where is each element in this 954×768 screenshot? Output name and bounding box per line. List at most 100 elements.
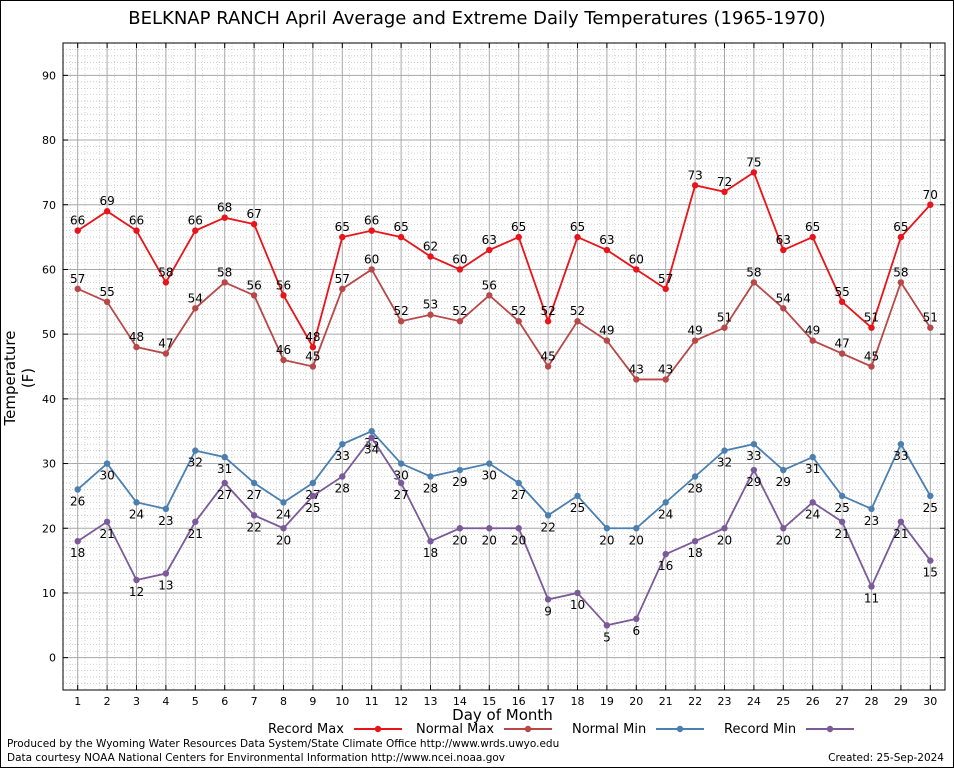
data-label: 24 [129,507,144,521]
data-point [221,453,228,461]
data-label: 25 [834,501,849,515]
data-label: 60 [452,252,467,266]
data-point [456,466,464,474]
data-label: 62 [423,240,438,254]
data-point [368,227,375,234]
data-point [162,350,170,357]
data-label: 51 [717,311,732,325]
x-tick-label: 29 [894,695,908,708]
data-point [368,428,375,435]
data-label: 18 [423,546,438,560]
data-point [339,233,346,241]
data-label: 16 [658,559,673,573]
data-label: 45 [864,350,879,364]
data-point [662,376,669,383]
data-label: 33 [335,449,350,463]
data-point [515,479,522,487]
x-tick-label: 20 [629,695,643,708]
legend-label-normal-min: Normal Min [572,721,647,737]
footer-created: Created: 25-Sep-2024 [828,752,944,764]
data-label: 65 [570,220,585,234]
data-label: 52 [393,304,408,318]
data-label: 49 [687,324,702,338]
x-tick-label: 30 [923,695,937,708]
data-label: 15 [923,566,938,580]
data-point [192,305,199,312]
data-point [662,285,669,293]
x-tick-label: 2 [104,695,111,708]
x-tick-label: 22 [688,695,702,708]
data-point [897,233,905,241]
data-label: 21 [834,527,849,541]
data-label: 29 [746,475,761,489]
data-label: 58 [158,265,173,279]
data-point [309,343,317,351]
data-point [721,324,728,331]
data-label: 48 [305,330,320,344]
x-tick-label: 9 [309,695,316,708]
data-label: 57 [335,272,350,286]
data-label: 46 [276,343,291,357]
data-point [927,557,934,564]
data-label: 60 [364,252,379,266]
data-label: 72 [717,175,732,189]
data-label: 65 [335,220,350,234]
legend-label-normal-max: Normal Max [416,721,495,737]
legend-label-record-min: Record Min [724,721,797,737]
data-label: 33 [746,449,761,463]
data-point [780,525,787,532]
data-point [456,525,464,532]
data-point [838,518,846,525]
data-point [662,499,669,506]
series-record-max: 66 69 66 58 66 68 67 56 48 65 66 65 62 60 63 65 52 65 63 60… [70,155,938,351]
data-label: 31 [217,462,232,476]
data-label: 65 [805,220,820,234]
data-point [309,479,317,487]
data-label: 66 [129,214,144,228]
data-point [838,298,846,305]
x-tick-label: 4 [162,695,169,708]
data-label: 27 [217,488,232,502]
data-label: 56 [246,278,261,292]
data-point [897,518,905,525]
data-point [103,298,111,305]
y-tick-label: 30 [42,458,56,471]
data-label: 52 [452,304,467,318]
data-point [486,460,493,467]
data-label: 49 [805,324,820,338]
data-label: 60 [629,252,644,266]
x-tick-label: 11 [365,695,379,708]
data-label: 43 [629,362,644,376]
x-tick-label: 5 [192,695,199,708]
y-tick-label: 40 [42,393,56,406]
data-point [868,324,875,331]
data-point [339,285,346,293]
data-point [927,201,934,208]
legend-swatch-record-min [806,725,855,733]
data-label: 20 [511,533,526,547]
data-point [633,525,640,532]
y-tick-label: 20 [42,522,56,535]
data-label: 24 [276,507,291,521]
data-label: 32 [188,456,203,470]
data-point [691,182,699,189]
data-point [397,460,405,467]
data-point [603,337,611,344]
legend-swatch-normal-min [656,725,705,733]
data-label: 48 [129,330,144,344]
data-label: 18 [70,546,85,560]
x-tick-label: 6 [221,695,228,708]
data-label: 54 [776,291,791,305]
data-point [838,350,846,357]
data-point [74,227,81,234]
x-tick-label: 27 [835,695,849,708]
data-point [397,479,405,487]
data-label: 20 [599,533,614,547]
data-label: 25 [305,501,320,515]
data-label: 34 [364,443,379,457]
data-label: 35 [364,436,379,450]
data-label: 65 [893,220,908,234]
y-tick-label: 90 [42,69,56,82]
data-point [133,576,140,584]
